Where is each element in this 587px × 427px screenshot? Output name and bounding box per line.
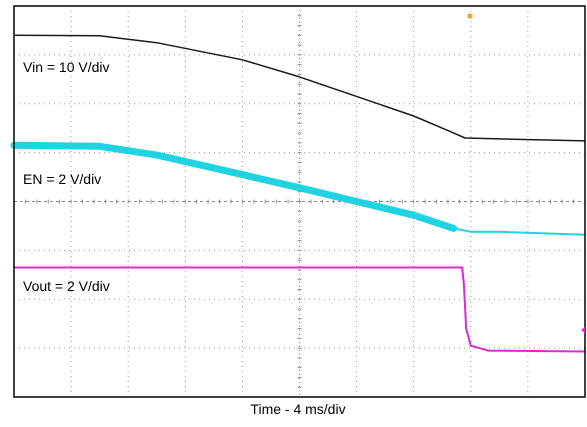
vin-label: Vin = 10 V/div xyxy=(23,59,110,75)
traces xyxy=(10,34,586,353)
en-trace-band xyxy=(10,141,458,232)
markers xyxy=(467,13,585,333)
vin-trace xyxy=(13,34,586,142)
x-axis-label: Time - 4 ms/div xyxy=(250,401,345,417)
trigger-marker-icon xyxy=(467,13,473,19)
vout-label: Vout = 2 V/div xyxy=(23,278,110,294)
channel-marker-icon xyxy=(581,327,585,333)
en-label: EN = 2 V/div xyxy=(23,171,101,187)
plot-frame xyxy=(13,5,586,398)
en-trace xyxy=(453,227,586,236)
vout-trace xyxy=(14,266,586,353)
center-axes xyxy=(13,5,586,398)
